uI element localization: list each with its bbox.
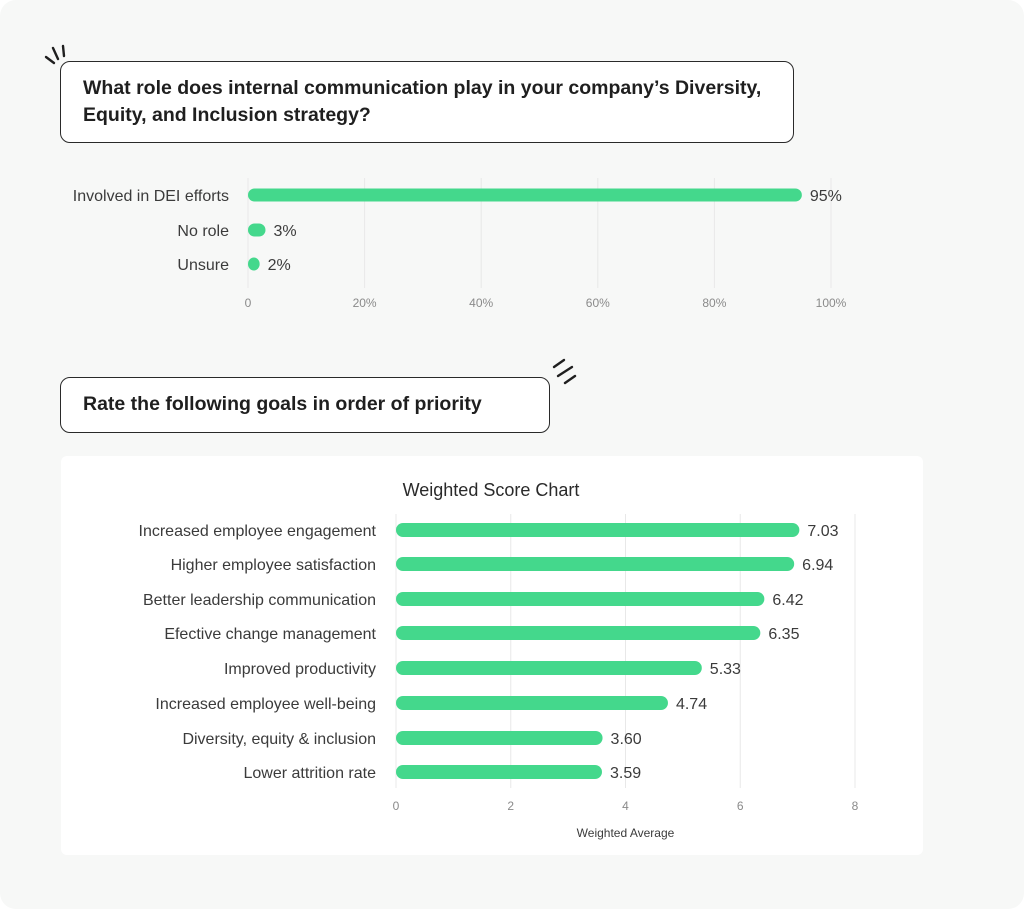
value-label: 6.42: [772, 592, 803, 609]
bar: [396, 696, 668, 710]
value-label: 3.59: [610, 765, 641, 782]
value-label: 5.33: [710, 661, 741, 678]
category-label: Diversity, equity & inclusion: [182, 731, 376, 748]
category-label: Unsure: [177, 257, 229, 274]
category-label: Better leadership communication: [143, 592, 376, 609]
category-label: Efective change management: [164, 626, 376, 643]
sparkle-decoration-icon: [552, 358, 577, 385]
dei-role-chart: 0 20% 40% 60% 80% 100% Involved in DEI efforts…: [73, 178, 847, 310]
x-axis-label: Weighted Average: [577, 826, 675, 840]
x-tick-label: 2: [507, 799, 514, 813]
value-label: 4.74: [676, 696, 707, 713]
bar: [248, 257, 260, 271]
value-label: 95%: [810, 188, 842, 205]
x-tick-label: 80%: [702, 296, 726, 310]
bar: [248, 223, 266, 237]
bar: [396, 557, 795, 571]
x-tick-label: 20%: [353, 296, 377, 310]
category-label: Increased employee well-being: [155, 696, 376, 713]
category-label: Lower attrition rate: [243, 765, 376, 782]
bar: [396, 592, 765, 606]
x-tick-label: 8: [852, 799, 859, 813]
value-label: 3.60: [611, 731, 642, 748]
category-label: Involved in DEI efforts: [73, 188, 229, 205]
x-tick-label: 6: [737, 799, 744, 813]
bar: [248, 188, 802, 202]
weighted-score-panel: 0 2 4 6 8 Weighted Score Chart Weighted Averag…: [61, 456, 923, 855]
x-tick-label: 0: [245, 296, 252, 310]
bar: [396, 523, 800, 537]
bar: [396, 731, 603, 745]
value-label: 6.94: [802, 557, 833, 574]
question-2-title: Rate the following goals in order of pri…: [60, 377, 550, 433]
value-label: 7.03: [807, 523, 838, 540]
category-label: Increased employee engagement: [139, 523, 377, 540]
category-label: No role: [177, 223, 229, 240]
category-label: Improved productivity: [224, 661, 376, 678]
weighted-score-chart: 0 2 4 6 8 Weighted Score Chart Weighted Averag…: [139, 480, 859, 840]
value-label: 6.35: [768, 626, 799, 643]
value-label: 3%: [273, 223, 296, 240]
question-1-title: What role does internal communication pl…: [60, 61, 794, 143]
bar: [396, 661, 702, 675]
chart-title: Weighted Score Chart: [403, 480, 580, 500]
x-tick-label: 4: [622, 799, 629, 813]
sparkle-decoration-icon: [44, 44, 66, 65]
x-tick-label: 0: [393, 799, 400, 813]
category-label: Higher employee satisfaction: [171, 557, 376, 574]
value-label: 2%: [268, 257, 291, 274]
x-tick-label: 100%: [816, 296, 847, 310]
x-tick-label: 40%: [469, 296, 493, 310]
x-tick-label: 60%: [586, 296, 610, 310]
bar: [396, 765, 602, 779]
bar: [396, 626, 761, 640]
